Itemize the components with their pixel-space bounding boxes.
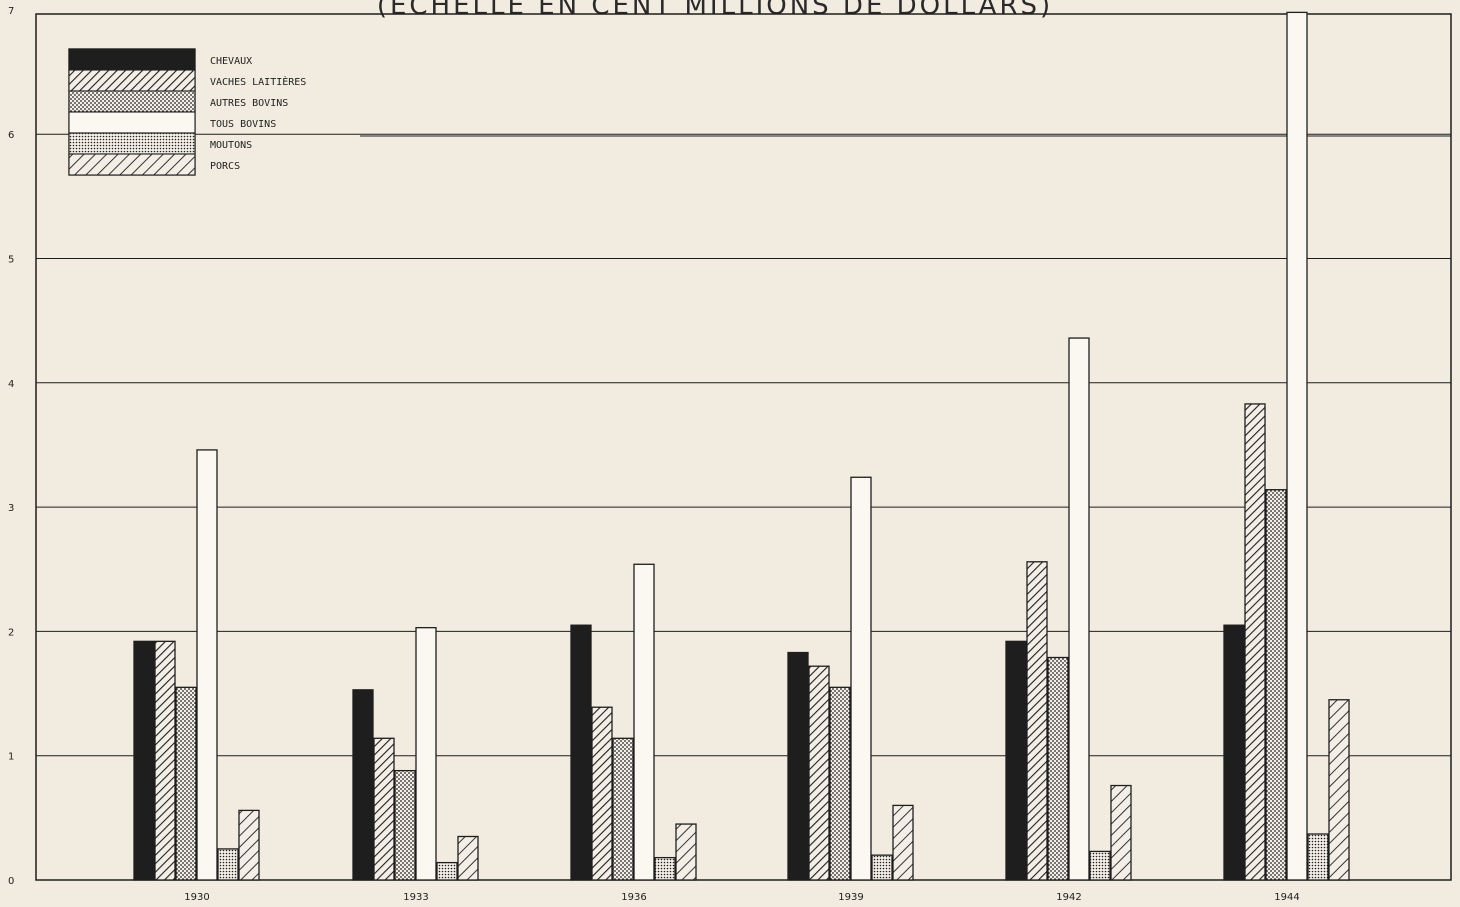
bar-vaches-laiti-res-1933 (373, 737, 395, 881)
bar-moutons-1939 (871, 854, 893, 881)
bar-chevaux-1944 (1223, 624, 1245, 881)
x-tick-label: 1933 (403, 892, 428, 903)
bar-porcs-1936 (675, 823, 697, 881)
bar-autres-bovins-1942 (1047, 656, 1069, 881)
legend-swatch (68, 153, 196, 176)
legend-label: PORCS (210, 161, 240, 172)
legend-swatch (68, 111, 196, 134)
y-axis-ticks: 0 1 2 3 4 5 6 7 (8, 6, 14, 887)
plot-frame (35, 13, 1452, 881)
y-tick-label: 4 (8, 379, 14, 390)
legend-label: CHEVAUX (210, 56, 252, 67)
bar-moutons-1930 (217, 848, 239, 881)
bar-autres-bovins-1930 (175, 686, 197, 881)
bar-autres-bovins-1939 (829, 686, 851, 881)
legend-label: AUTRES BOVINS (210, 98, 288, 109)
bar-moutons-1936 (654, 856, 676, 881)
y-tick-label: 0 (8, 876, 14, 887)
bar-tous-bovins-1939 (850, 476, 872, 881)
x-tick-label: 1939 (838, 892, 863, 903)
x-axis-ticks: 1930 1933 1936 1939 1942 1944 (184, 892, 1299, 903)
bar-vaches-laiti-res-1944 (1244, 403, 1266, 881)
x-tick-label: 1942 (1056, 892, 1081, 903)
bar-vaches-laiti-res-1930 (154, 640, 176, 881)
bar-chevaux-1936 (570, 624, 592, 881)
bar-tous-bovins-1930 (196, 449, 218, 881)
bar-moutons-1944 (1307, 833, 1329, 881)
bar-moutons-1942 (1089, 850, 1111, 881)
bar-tous-bovins-1933 (415, 627, 437, 881)
bar-porcs-1933 (457, 835, 479, 881)
legend-swatch (68, 69, 196, 92)
legend-label: TOUS BOVINS (210, 119, 276, 130)
bar-autres-bovins-1933 (394, 769, 416, 881)
bar-porcs-1944 (1328, 699, 1350, 881)
legend-swatch (68, 48, 196, 71)
bar-tous-bovins-1942 (1068, 337, 1090, 881)
legend: CHEVAUX VACHES LAITIÈRES AUTRES BOVINS TOUS… (68, 48, 306, 176)
legend-label: MOUTONS (210, 140, 252, 151)
bar-vaches-laiti-res-1942 (1026, 561, 1048, 881)
y-tick-label: 3 (8, 503, 14, 514)
bar-autres-bovins-1944 (1265, 489, 1287, 881)
y-tick-label: 2 (8, 627, 14, 638)
bar-chevaux-1933 (352, 689, 374, 881)
gridlines (36, 133, 1451, 757)
bar-tous-bovins-1944 (1286, 11, 1308, 881)
x-tick-label: 1930 (184, 892, 209, 903)
bar-chevaux-1939 (787, 651, 809, 881)
legend-label: VACHES LAITIÈRES (210, 75, 306, 88)
legend-swatch (68, 90, 196, 113)
bar-moutons-1933 (436, 861, 458, 881)
x-tick-label: 1936 (621, 892, 646, 903)
legend-swatch (68, 132, 196, 155)
y-tick-label: 7 (8, 6, 14, 17)
bar-chevaux-1942 (1005, 640, 1027, 881)
bar-vaches-laiti-res-1936 (591, 706, 613, 881)
bar-tous-bovins-1936 (633, 563, 655, 881)
x-tick-label: 1944 (1274, 892, 1299, 903)
y-tick-label: 6 (8, 130, 14, 141)
bar-porcs-1942 (1110, 784, 1132, 881)
bar-chevaux-1930 (133, 640, 155, 881)
bar-porcs-1930 (238, 809, 260, 881)
bar-vaches-laiti-res-1939 (808, 665, 830, 881)
bar-marks (133, 11, 1350, 881)
chart-title: (ÉCHELLE EN CENT MILLIONS DE DOLLARS) (377, 0, 1053, 21)
bar-porcs-1939 (892, 804, 914, 881)
y-tick-label: 5 (8, 255, 14, 266)
y-tick-label: 1 (8, 752, 14, 763)
bar-autres-bovins-1936 (612, 737, 634, 881)
